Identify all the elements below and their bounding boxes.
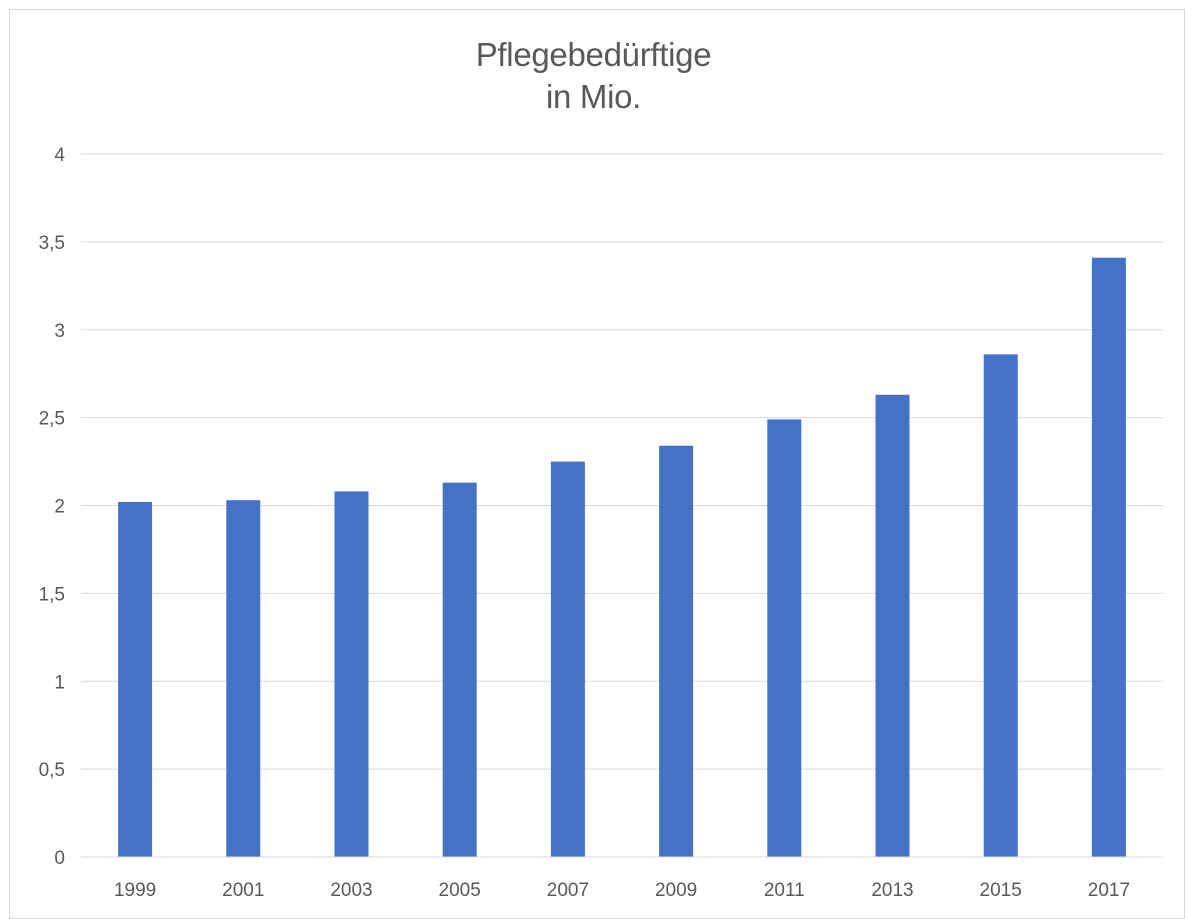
x-tick-label: 2009 bbox=[655, 880, 697, 901]
bar bbox=[442, 482, 477, 857]
y-tick-label: 2 bbox=[54, 497, 65, 518]
y-tick-label: 3,5 bbox=[39, 233, 65, 254]
bar bbox=[875, 394, 910, 857]
chart-title-line-1: Pflegebedürftige bbox=[475, 36, 712, 73]
bar bbox=[1091, 257, 1126, 857]
x-tick-label: 1999 bbox=[114, 880, 156, 901]
bars bbox=[118, 257, 1126, 857]
x-tick-label: 2001 bbox=[222, 880, 264, 901]
x-tick-label: 2011 bbox=[764, 880, 805, 901]
x-tick-label: 2003 bbox=[330, 880, 372, 901]
bar bbox=[334, 491, 369, 857]
x-axis-tick-labels: 1999 2001 2003 2005 2007 2009 2011 2013 2015 2017 bbox=[114, 880, 1130, 901]
bar bbox=[118, 501, 153, 857]
chart-title: Pflegebedürftige in Mio. bbox=[0, 34, 1187, 118]
chart-title-line-2: in Mio. bbox=[545, 78, 642, 115]
y-tick-label: 1 bbox=[54, 672, 65, 693]
bar bbox=[767, 419, 802, 857]
x-tick-label: 2007 bbox=[547, 880, 589, 901]
y-tick-label: 4 bbox=[54, 145, 65, 166]
x-tick-label: 2013 bbox=[871, 880, 913, 901]
y-axis-tick-labels: 0 0,5 1 1,5 2 2,5 3 3,5 4 bbox=[39, 145, 66, 869]
x-tick-label: 2017 bbox=[1088, 880, 1130, 901]
gridlines bbox=[81, 153, 1163, 770]
bar bbox=[226, 500, 261, 857]
y-tick-label: 3 bbox=[54, 321, 65, 342]
y-tick-label: 0,5 bbox=[39, 760, 65, 781]
y-tick-label: 2,5 bbox=[39, 409, 65, 430]
bar bbox=[983, 354, 1018, 857]
bar bbox=[659, 445, 694, 857]
y-tick-label: 0 bbox=[54, 848, 65, 869]
x-tick-label: 2005 bbox=[439, 880, 481, 901]
y-tick-label: 1,5 bbox=[39, 584, 65, 605]
bar bbox=[550, 461, 585, 857]
x-tick-label: 2015 bbox=[980, 880, 1022, 901]
